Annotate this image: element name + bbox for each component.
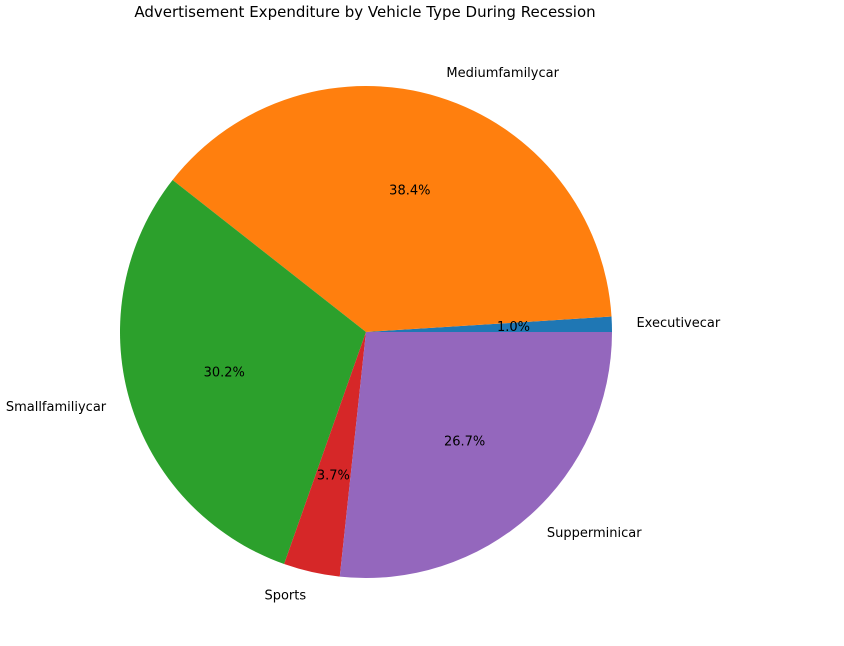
pie-slice-mediumfamilycar — [172, 86, 612, 332]
slice-label-smallfamiliycar: Smallfamiliycar — [6, 400, 107, 415]
chart-title: Advertisement Expenditure by Vehicle Typ… — [134, 3, 595, 21]
slice-label-executivecar: Executivecar — [636, 316, 720, 331]
pie-slices — [120, 86, 612, 579]
slice-label-mediumfamilycar: Mediumfamilycar — [446, 66, 559, 81]
slice-label-supperminicar: Supperminicar — [547, 526, 642, 541]
pie-slice-executivecar — [366, 316, 612, 332]
slice-percent-mediumfamilycar: 38.4% — [389, 184, 430, 199]
pie-slice-supperminicar — [339, 332, 612, 579]
slice-percent-sports: 3.7% — [317, 468, 350, 483]
pie-slice-smallfamiliycar — [120, 180, 366, 564]
slice-percent-smallfamiliycar: 30.2% — [204, 366, 245, 381]
pie-labels: Executivecar 1.0% Mediumfamilycar 38.4% Smal… — [6, 66, 721, 603]
slice-percent-executivecar: 1.0% — [497, 320, 530, 335]
slice-percent-supperminicar: 26.7% — [444, 434, 485, 449]
slice-label-sports: Sports — [264, 588, 306, 603]
pie-slice-sports — [284, 332, 366, 577]
